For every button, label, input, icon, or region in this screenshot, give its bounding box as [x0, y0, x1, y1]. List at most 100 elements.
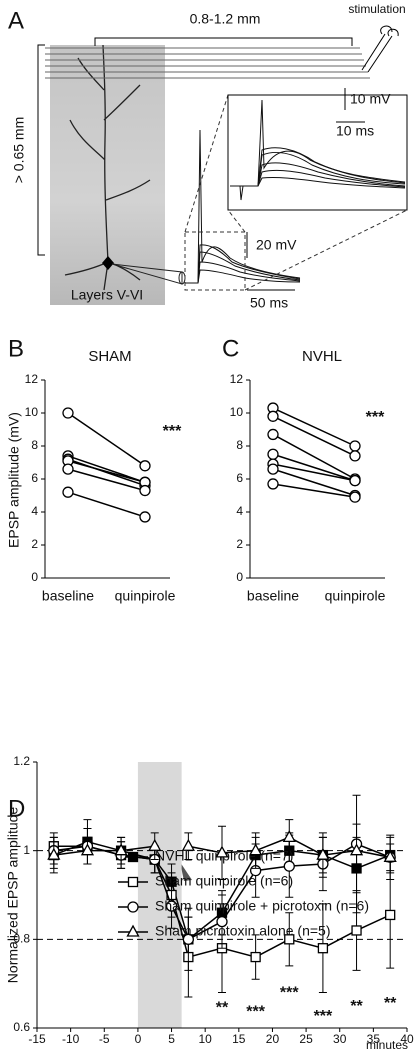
marker — [139, 484, 151, 497]
marker — [250, 951, 261, 963]
series-line — [272, 433, 356, 480]
marker — [283, 860, 295, 872]
panel-letter: C — [222, 335, 239, 362]
marker — [385, 909, 396, 921]
legend-label: Sham picrotoxin alone (n=5) — [155, 923, 331, 939]
stimulation-electrode — [361, 25, 399, 73]
significance: ** — [216, 999, 229, 1016]
y-tick-label: 2 — [31, 537, 38, 551]
marker — [351, 925, 362, 936]
marker — [267, 448, 279, 460]
panel-letter: D — [8, 795, 25, 822]
x-tick-label: -15 — [28, 1032, 46, 1046]
y-tick-label: 12 — [230, 372, 244, 386]
significance: *** — [246, 1004, 265, 1021]
y-tick-label: 0 — [31, 570, 38, 584]
series-line — [272, 415, 356, 457]
marker — [383, 849, 397, 862]
marker — [181, 838, 195, 851]
x-tick-label: quinpirole — [325, 588, 386, 604]
y-tick-label: 4 — [31, 504, 38, 518]
y-tick-label: 0.6 — [13, 1020, 30, 1034]
distance-bracket — [94, 37, 353, 46]
soma — [102, 256, 114, 270]
x-tick-label: 25 — [299, 1032, 313, 1046]
x-tick-label: 15 — [232, 1032, 246, 1046]
y-tick-label: 8 — [31, 438, 38, 452]
zoom-box — [184, 231, 246, 291]
x-tick-label: 40 — [400, 1032, 414, 1046]
significance: *** — [163, 423, 182, 440]
panel-letter: B — [8, 335, 24, 362]
depth-label: > 0.65 mm — [11, 117, 27, 184]
significance: *** — [280, 985, 299, 1002]
marker — [267, 463, 279, 475]
marker — [267, 410, 279, 422]
y-tick-label: 12 — [25, 372, 39, 386]
marker — [349, 474, 361, 487]
x-tick-label: quinpirole — [115, 588, 176, 604]
marker — [62, 463, 74, 475]
marker — [62, 407, 74, 419]
series-line — [272, 483, 356, 498]
legend-marker — [127, 901, 139, 913]
marker — [249, 843, 263, 856]
y-tick-label: 1.2 — [13, 754, 30, 768]
y-tick-label: 1 — [23, 843, 30, 857]
y-axis-label: Normalized EPSP amplitude — [5, 807, 21, 984]
series-line — [67, 460, 146, 484]
y-tick-label: 10 — [230, 405, 244, 419]
series-line — [67, 412, 146, 467]
depth-bracket — [37, 44, 45, 256]
y-tick-label: 10 — [25, 405, 39, 419]
chart-title: SHAM — [88, 348, 131, 365]
significance: *** — [366, 409, 385, 426]
marker — [317, 943, 329, 954]
series-line — [67, 458, 146, 487]
legend-marker — [126, 924, 140, 937]
marker — [182, 933, 195, 945]
scale-label: 20 mV — [256, 237, 297, 253]
significance: ** — [350, 998, 363, 1015]
scale-label: 50 ms — [250, 295, 288, 311]
significance: *** — [314, 1008, 333, 1025]
x-tick-label: baseline — [247, 588, 299, 604]
y-tick-label: 4 — [236, 504, 243, 518]
marker — [282, 830, 296, 843]
legend-label: Sham quinpirole (n=6) — [155, 873, 293, 889]
marker — [139, 460, 151, 472]
significance: ** — [384, 995, 397, 1012]
marker — [114, 843, 128, 856]
zoom-lines — [184, 94, 408, 291]
panel-letter: A — [8, 7, 24, 34]
marker — [267, 428, 279, 441]
marker — [316, 847, 330, 860]
panel-a: A 0.8-1.2 mm stimulation > 0.65 mm Layer… — [8, 2, 408, 311]
pipette — [111, 263, 183, 285]
marker — [216, 915, 228, 928]
distance-label: 0.8-1.2 mm — [190, 11, 261, 27]
x-tick-label: 0 — [135, 1032, 142, 1046]
y-tick-label: 8 — [236, 438, 243, 452]
marker — [80, 843, 95, 856]
x-tick-label: 30 — [333, 1032, 347, 1046]
marker — [148, 838, 162, 851]
inset — [227, 94, 408, 211]
legend-label: Sham quinpirole + picrotoxin (n=6) — [155, 898, 369, 914]
layers-label: Layers V-VI — [71, 287, 143, 303]
marker — [349, 450, 361, 462]
x-tick-label: 20 — [266, 1032, 280, 1046]
x-tick-label: -5 — [99, 1032, 110, 1046]
marker — [284, 934, 295, 945]
marker — [215, 845, 229, 858]
y-tick-label: 0.8 — [13, 932, 30, 946]
series-line — [272, 463, 356, 482]
series-line — [53, 845, 155, 856]
chart-title: NVHL — [302, 348, 342, 365]
x-axis-label: minutes — [366, 1038, 408, 1050]
series-line — [272, 468, 356, 497]
marker — [47, 847, 61, 860]
y-tick-label: 0 — [236, 570, 243, 584]
